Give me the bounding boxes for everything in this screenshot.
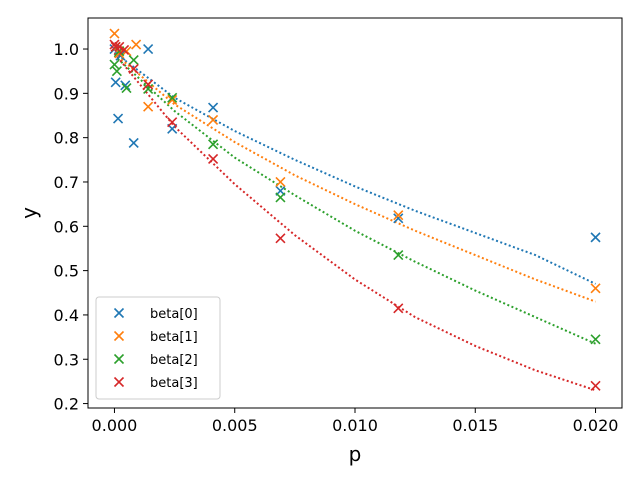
data-point-series-1	[208, 114, 219, 125]
data-point-series-2	[143, 83, 154, 94]
data-point-series-0	[590, 232, 601, 243]
data-point-series-2	[167, 92, 178, 103]
data-point-series-1	[167, 94, 178, 106]
y-tick-label: 0.2	[54, 395, 79, 414]
fit-curve-3	[113, 52, 596, 392]
x-tick-label: 0.000	[92, 416, 138, 435]
fit-curve-2	[113, 54, 596, 345]
x-axis-label: p	[349, 442, 362, 466]
y-tick-label: 0.4	[54, 306, 79, 325]
legend-label-0: beta[0]	[150, 307, 198, 322]
data-point-series-3	[167, 117, 178, 128]
data-point-series-2	[275, 192, 286, 203]
x-tick-label: 0.015	[452, 416, 498, 435]
y-tick-label: 0.5	[54, 262, 79, 281]
x-tick-label: 0.020	[573, 416, 619, 435]
legend-label-3: beta[3]	[150, 376, 198, 391]
data-point-series-2	[590, 334, 601, 345]
x-tick-label: 0.005	[212, 416, 258, 435]
x-tick-label: 0.010	[332, 416, 378, 435]
data-point-series-1	[143, 101, 154, 112]
y-tick-label: 1.0	[54, 40, 79, 59]
data-point-series-3	[208, 153, 219, 164]
legend-label-2: beta[2]	[150, 353, 198, 368]
data-point-series-2	[128, 55, 139, 66]
y-tick-label: 0.9	[54, 84, 79, 103]
legend-marker-0	[113, 307, 125, 319]
data-point-series-2	[208, 139, 219, 150]
data-point-series-1	[109, 28, 120, 39]
legend-marker-3	[113, 376, 125, 388]
data-point-series-1	[275, 176, 286, 188]
data-point-series-2	[109, 59, 120, 70]
legend-box	[95, 296, 221, 400]
data-point-series-0	[128, 137, 139, 149]
fit-curve-0	[113, 51, 596, 285]
data-point-series-2	[111, 66, 122, 77]
data-point-series-2	[393, 250, 404, 261]
data-point-series-0	[208, 102, 219, 113]
data-points	[109, 28, 601, 391]
fit-curves	[113, 51, 596, 392]
y-axis-ticks: 0.2 0.3 0.4 0.5 0.6 0.7 0.8 0.9 1.0	[54, 40, 88, 414]
data-point-series-3	[110, 41, 121, 52]
data-point-series-3	[393, 303, 404, 314]
legend-label-1: beta[1]	[150, 330, 198, 345]
data-point-series-3	[275, 233, 286, 244]
legend: beta[0] beta[1] beta[2] beta[3]	[95, 296, 221, 400]
data-point-series-0	[120, 80, 131, 91]
data-point-series-3	[143, 79, 154, 90]
y-axis-label: y	[17, 207, 41, 219]
y-tick-label: 0.3	[54, 350, 79, 369]
data-point-series-1	[393, 210, 404, 221]
data-point-series-0	[113, 113, 124, 124]
data-point-series-3	[119, 44, 130, 55]
data-point-series-0	[110, 77, 121, 88]
y-tick-label: 0.6	[54, 217, 79, 236]
legend-marker-2	[113, 353, 125, 365]
y-tick-label: 0.7	[54, 173, 79, 192]
data-point-series-3	[114, 41, 125, 52]
data-point-series-3	[590, 380, 601, 391]
data-point-series-1	[590, 283, 601, 294]
data-point-series-0	[393, 213, 404, 224]
y-tick-label: 0.8	[54, 129, 79, 148]
data-point-series-0	[143, 43, 154, 55]
data-point-series-1	[131, 39, 142, 50]
data-point-series-2	[121, 82, 132, 94]
legend-marker-1	[113, 330, 125, 342]
fit-curve-1	[113, 52, 596, 303]
data-point-series-3	[128, 63, 139, 75]
x-axis-ticks: 0.000 0.005 0.010 0.015 0.020	[92, 408, 619, 435]
